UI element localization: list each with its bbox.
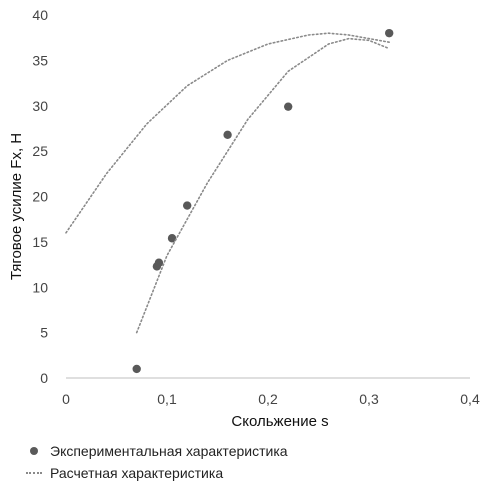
y-tick-label: 30 — [32, 98, 48, 114]
data-point — [154, 258, 164, 267]
series-line-1 — [135, 37, 390, 334]
data-point — [183, 201, 192, 210]
data-point — [167, 234, 177, 243]
legend-label-experimental: Экспериментальная характеристика — [50, 443, 288, 459]
x-tick-labels: 0 0,1 0,2 0,3 0,4 — [62, 391, 480, 407]
legend-item-calculated: Расчетная характеристика — [26, 462, 288, 484]
y-tick-label: 25 — [32, 143, 48, 159]
series-line-2 — [65, 32, 390, 234]
x-tick-label: 0 — [62, 391, 70, 407]
legend: Экспериментальная характеристика Расчетн… — [26, 440, 288, 484]
y-tick-label: 35 — [32, 52, 48, 68]
y-tick-label: 15 — [32, 234, 48, 250]
series-layer — [65, 28, 394, 374]
x-tick-label: 0,2 — [258, 391, 278, 407]
data-point — [132, 364, 141, 374]
legend-marker-dot — [30, 447, 38, 455]
y-axis-title: Тяговое усилие Fx, Н — [8, 133, 25, 280]
x-axis-title: Скольжение s — [231, 413, 328, 430]
y-tick-label: 5 — [40, 325, 48, 341]
y-tick-label: 40 — [32, 7, 48, 23]
x-tick-label: 0,4 — [460, 391, 480, 407]
y-tick-label: 20 — [32, 189, 48, 205]
data-point — [223, 130, 232, 139]
y-tick-labels: 0 5 10 15 20 25 30 35 40 — [32, 7, 48, 386]
x-tick-label: 0,3 — [359, 391, 379, 407]
legend-label-calculated: Расчетная характеристика — [50, 465, 224, 481]
x-tick-label: 0,1 — [157, 391, 177, 407]
data-point — [385, 28, 394, 38]
legend-marker-dotted-line — [26, 472, 42, 474]
scatter-chart: 0 5 10 15 20 25 30 35 40 0 0,1 0,2 0,3 0,4 Скольжени… — [8, 7, 480, 430]
legend-item-experimental: Экспериментальная характеристика — [26, 440, 288, 462]
y-tick-label: 10 — [32, 279, 48, 295]
y-tick-label: 0 — [40, 370, 48, 386]
data-point — [284, 102, 293, 111]
